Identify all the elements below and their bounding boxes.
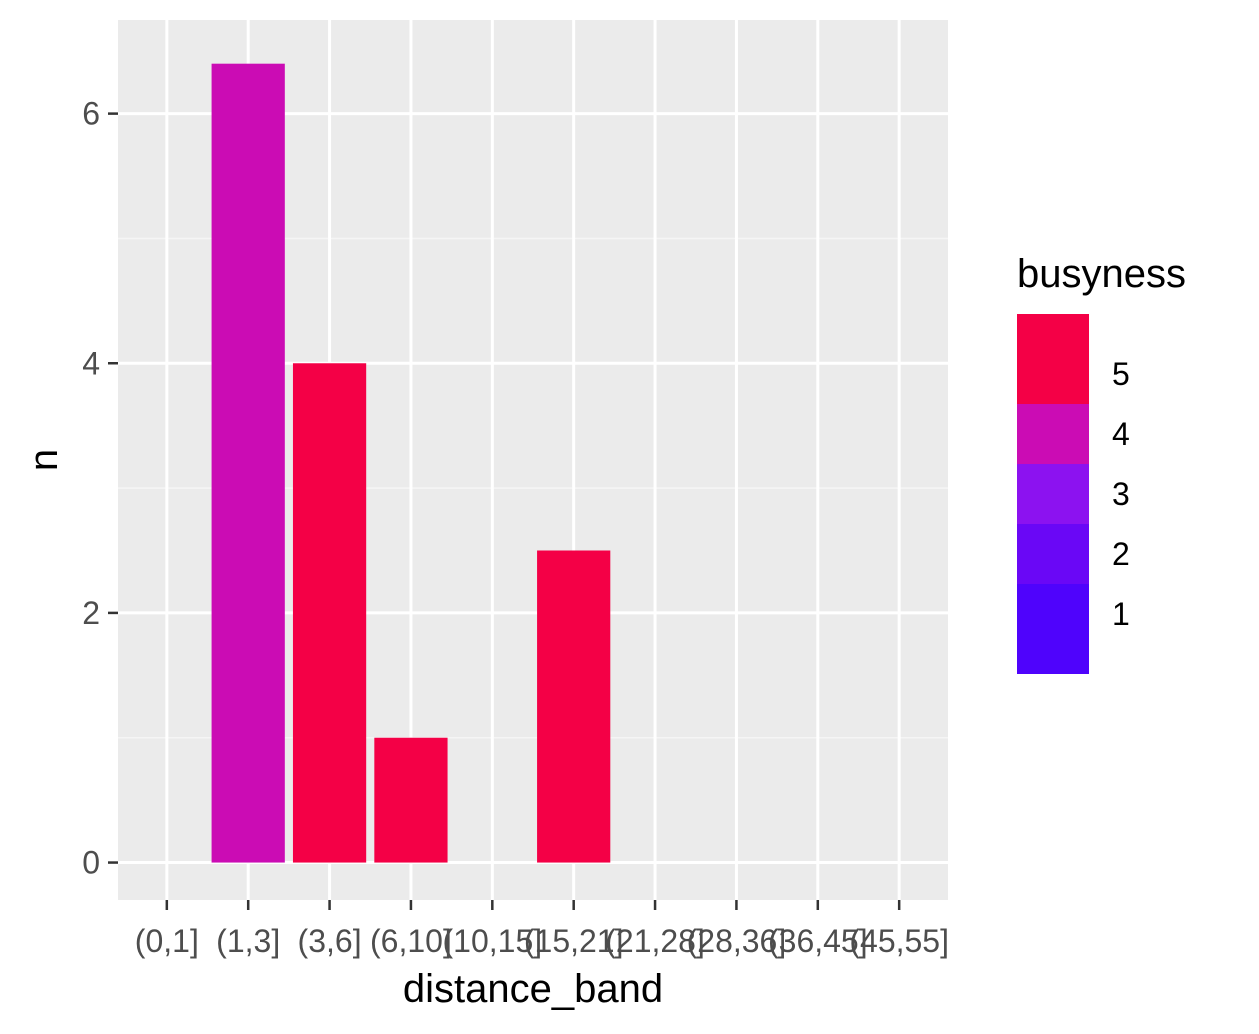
x-axis: (0,1] (1,3] (3,6] (6,10](10,15](15,21](21,2… [135, 900, 949, 959]
x-tick-label: (15,21] [524, 923, 624, 959]
x-tick-label: (45,55] [849, 923, 949, 959]
y-tick-label: 2 [82, 595, 100, 631]
legend-color-block [1017, 464, 1089, 524]
legend-title: busyness [1017, 252, 1186, 296]
y-tick-label: 6 [82, 96, 100, 132]
y-axis-title: n [22, 449, 66, 471]
legend-color-block [1017, 524, 1089, 584]
legend-label: 2 [1112, 536, 1130, 572]
y-tick-label: 0 [82, 845, 100, 881]
x-tick-label: (28,36] [687, 923, 787, 959]
x-tick-label: (21,28] [605, 923, 705, 959]
bars [211, 63, 611, 863]
bar [537, 550, 611, 863]
legend-label: 4 [1112, 416, 1130, 452]
bar [292, 363, 367, 863]
legend-label: 1 [1112, 596, 1130, 632]
x-tick-label: (10,15] [443, 923, 543, 959]
y-tick-label: 4 [82, 345, 100, 381]
legend: busyness 5 4 3 2 1 [1017, 252, 1186, 674]
x-tick-label: (0,1] [135, 923, 199, 959]
legend-color-block [1017, 314, 1089, 404]
bar [211, 63, 285, 863]
x-tick-label: (6,10] [370, 923, 452, 959]
legend-colorbar [1017, 314, 1089, 674]
legend-label: 5 [1112, 356, 1130, 392]
x-tick-label: (1,3] [216, 923, 280, 959]
bar [374, 737, 448, 863]
y-axis: 0 2 4 6 [82, 96, 118, 881]
legend-label: 3 [1112, 476, 1130, 512]
legend-color-block [1017, 584, 1089, 674]
legend-color-block [1017, 404, 1089, 464]
x-tick-label: (36,45] [768, 923, 868, 959]
x-axis-title: distance_band [403, 967, 663, 1011]
legend-labels: 5 4 3 2 1 [1112, 356, 1130, 632]
x-tick-label: (3,6] [298, 923, 362, 959]
